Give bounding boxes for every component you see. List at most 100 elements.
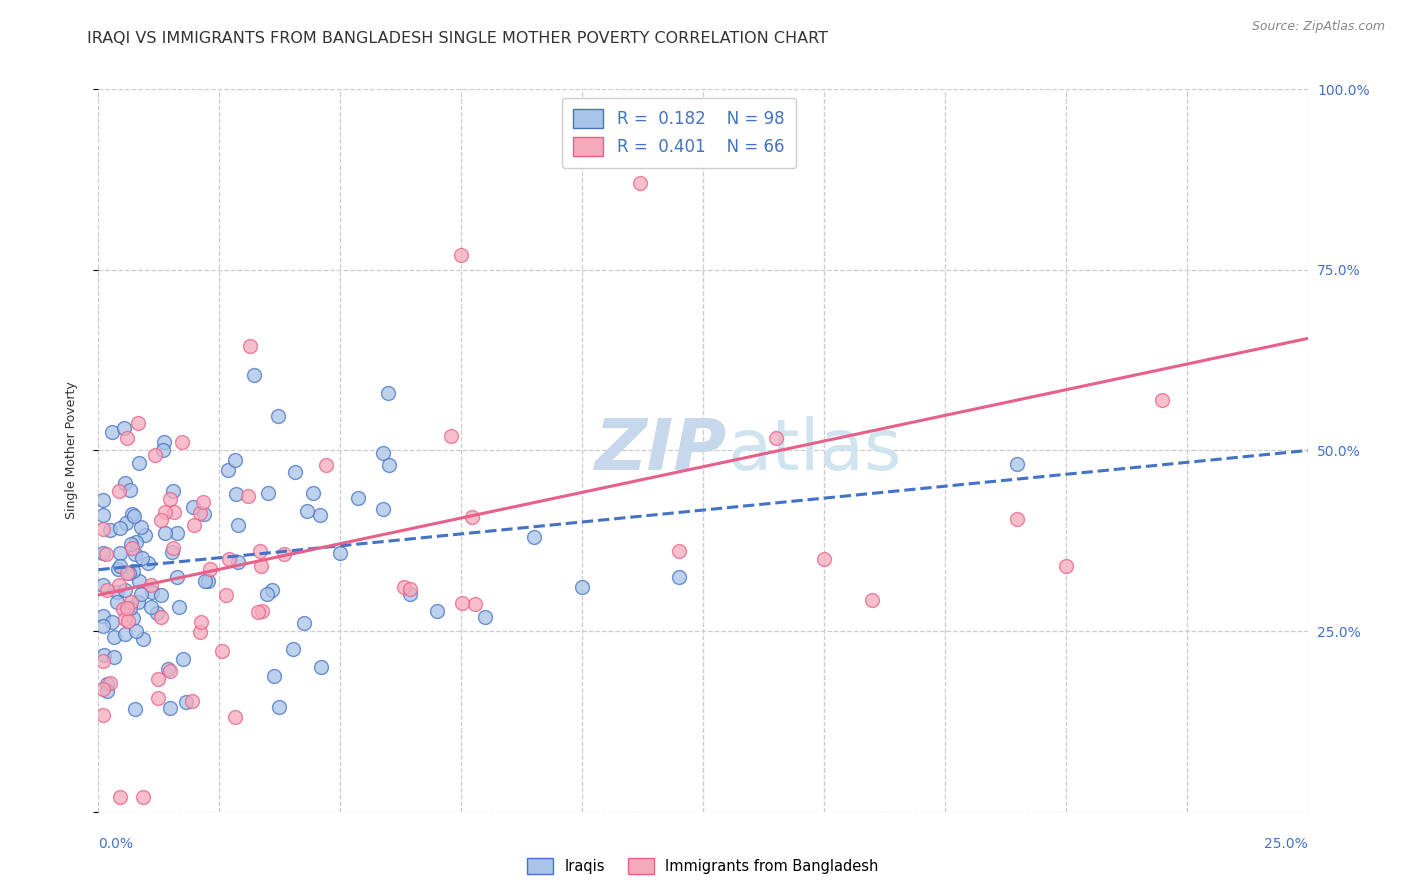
Point: [329, 546, 352, 560]
Point: [114, 627, 136, 641]
Point: [281, 642, 304, 657]
Point: [191, 495, 214, 509]
Point: [315, 458, 337, 472]
Point: [150, 610, 173, 624]
Point: [148, 672, 170, 686]
Point: [124, 547, 146, 561]
Point: [120, 537, 142, 551]
Point: [188, 506, 211, 520]
Point: [115, 516, 138, 531]
Point: [131, 551, 153, 566]
Point: [96, 583, 118, 598]
Point: [440, 428, 463, 442]
Point: [124, 701, 146, 715]
Point: [131, 520, 153, 534]
Point: [377, 386, 399, 401]
Point: [107, 578, 129, 592]
Point: [194, 574, 217, 589]
Point: [115, 600, 138, 615]
Point: [146, 606, 169, 620]
Point: [242, 368, 264, 382]
Point: [120, 483, 142, 497]
Point: [117, 431, 139, 445]
Point: [181, 500, 204, 515]
Point: [162, 541, 184, 555]
Point: [143, 448, 166, 462]
Point: [132, 790, 155, 805]
Point: [163, 505, 186, 519]
Point: [451, 596, 474, 610]
Point: [1054, 558, 1077, 573]
Point: [93, 648, 115, 662]
Point: [149, 588, 172, 602]
Point: [132, 632, 155, 646]
Point: [166, 526, 188, 541]
Point: [450, 248, 472, 262]
Point: [114, 476, 136, 491]
Point: [141, 584, 163, 599]
Point: [183, 518, 205, 533]
Point: [91, 654, 114, 668]
Point: [226, 517, 249, 532]
Point: [121, 541, 143, 556]
Point: [461, 509, 484, 524]
Point: [125, 535, 148, 549]
Point: [112, 602, 135, 616]
Point: [174, 695, 197, 709]
Point: [197, 574, 219, 588]
Point: [167, 599, 190, 614]
Point: [392, 580, 415, 594]
Point: [295, 504, 318, 518]
Point: [121, 508, 143, 522]
Point: [122, 564, 145, 578]
Legend: R =  0.182    N = 98, R =  0.401    N = 66: R = 0.182 N = 98, R = 0.401 N = 66: [561, 97, 796, 168]
Point: [172, 652, 194, 666]
Point: [224, 453, 246, 467]
Y-axis label: Single Mother Poverty: Single Mother Poverty: [65, 382, 77, 519]
Point: [1007, 512, 1029, 526]
Point: [172, 435, 194, 450]
Point: [239, 339, 262, 353]
Point: [215, 588, 238, 602]
Point: [103, 630, 125, 644]
Point: [1152, 393, 1174, 408]
Point: [96, 684, 118, 698]
Point: [188, 625, 211, 640]
Point: [105, 584, 128, 599]
Point: [373, 446, 395, 460]
Point: [153, 505, 176, 519]
Point: [159, 701, 181, 715]
Point: [301, 486, 323, 500]
Point: [100, 425, 122, 439]
Point: [628, 176, 651, 190]
Point: [198, 562, 221, 576]
Point: [108, 521, 131, 535]
Point: [108, 790, 131, 805]
Point: [181, 694, 204, 708]
Point: [156, 662, 179, 676]
Point: [91, 522, 114, 536]
Point: [131, 587, 153, 601]
Point: [91, 545, 114, 559]
Point: [256, 587, 278, 601]
Text: Source: ZipAtlas.com: Source: ZipAtlas.com: [1251, 20, 1385, 33]
Point: [114, 582, 136, 597]
Point: [398, 587, 420, 601]
Point: [118, 601, 141, 615]
Point: [217, 463, 239, 477]
Point: [292, 616, 315, 631]
Point: [263, 669, 285, 683]
Point: [120, 595, 142, 609]
Text: 0.0%: 0.0%: [98, 837, 134, 851]
Point: [139, 578, 162, 592]
Point: [127, 595, 149, 609]
Point: [122, 508, 145, 523]
Point: [117, 566, 139, 580]
Point: [139, 599, 162, 614]
Point: [98, 676, 121, 690]
Point: [474, 609, 496, 624]
Point: [134, 528, 156, 542]
Point: [225, 487, 247, 501]
Legend: Iraqis, Immigrants from Bangladesh: Iraqis, Immigrants from Bangladesh: [522, 852, 884, 880]
Point: [309, 508, 332, 522]
